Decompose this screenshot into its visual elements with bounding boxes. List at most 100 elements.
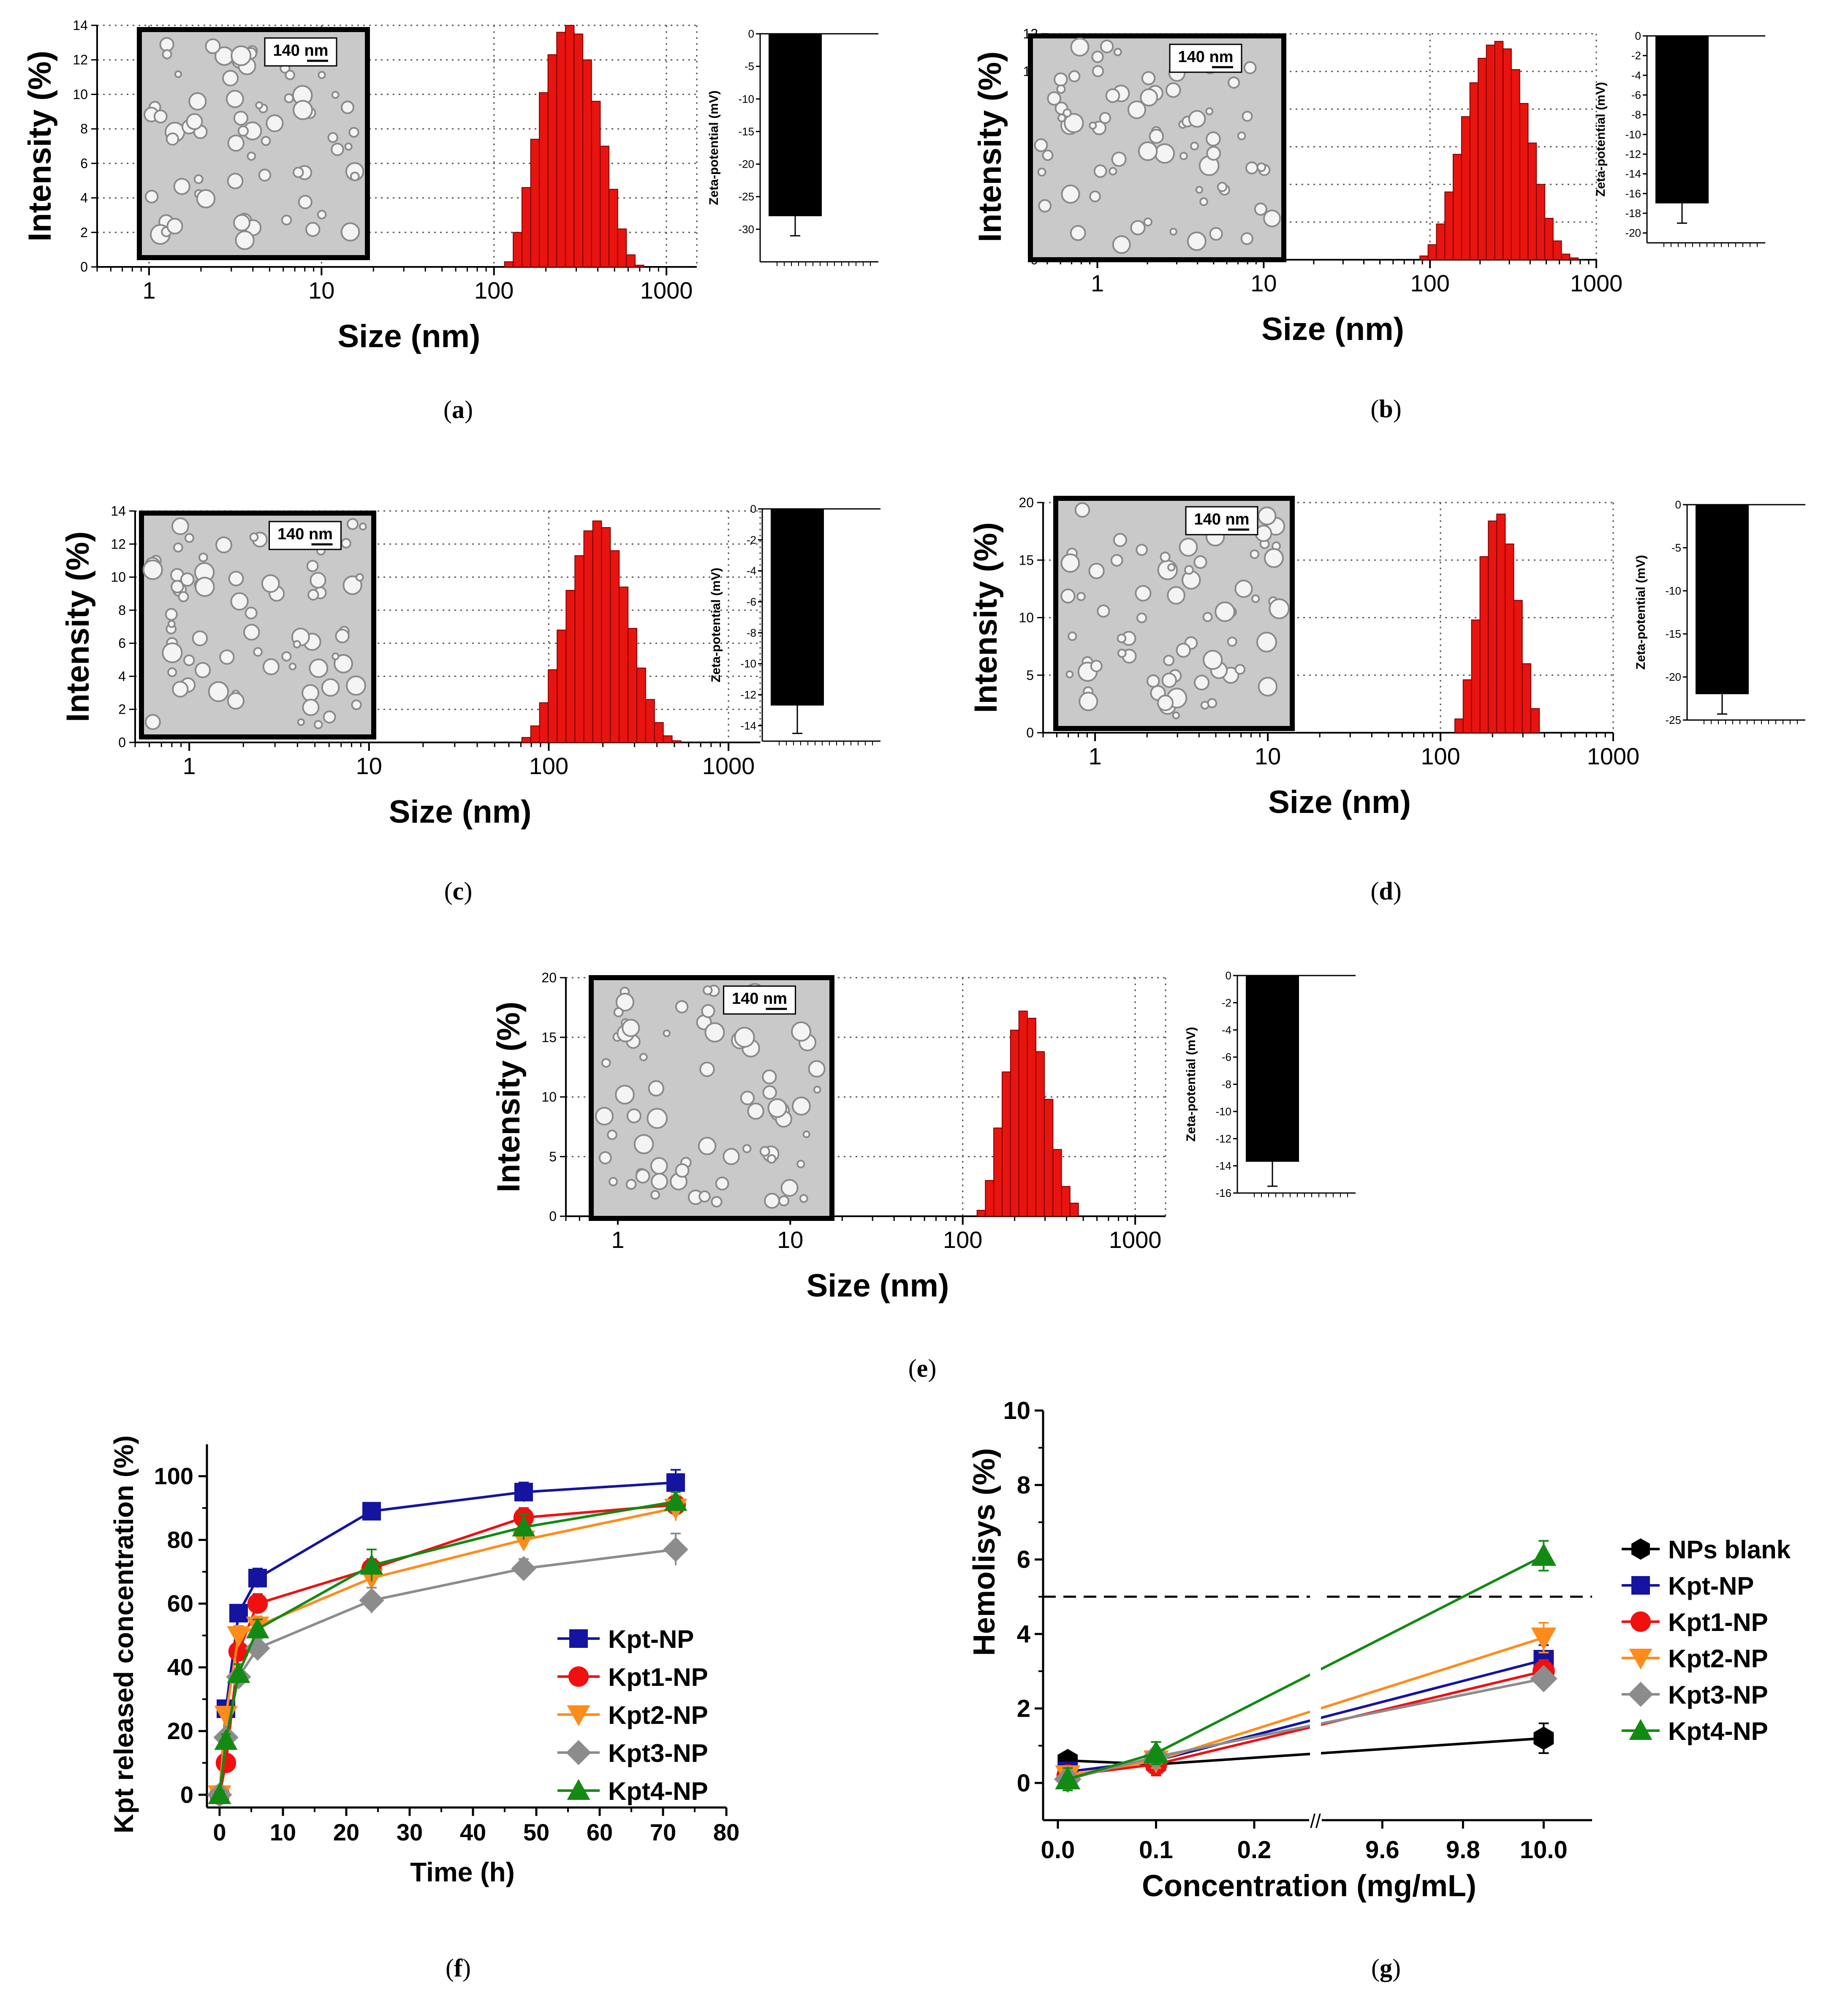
- panel-label-paren: ): [462, 1954, 471, 1982]
- tem-particle: [704, 1022, 725, 1043]
- axis-break-gap: [1310, 1478, 1321, 1803]
- histogram-bar: [530, 725, 540, 743]
- axis-break-mark: //: [1310, 1810, 1321, 1832]
- zeta-bar: [1655, 36, 1709, 204]
- tem-particle: [233, 111, 249, 126]
- grid: [135, 510, 761, 742]
- tem-particle: [1167, 563, 1176, 572]
- tem-particle: [813, 1085, 821, 1094]
- marker-triangle-up: [360, 1554, 383, 1575]
- tem-particle: [1257, 506, 1277, 526]
- marker-hexagon: [1631, 1538, 1650, 1560]
- zeta-potential-inset: 0 -2 -4 -6 -8 -10 -12 -14 -16 -18 -20 Zeta-potentia…: [1594, 30, 1765, 247]
- histogram-bar: [1027, 1018, 1036, 1217]
- tem-particle: [759, 1146, 770, 1157]
- tem-particle: [734, 1027, 755, 1048]
- y-tick-label: 4: [1017, 1620, 1030, 1648]
- marker-circle: [228, 1641, 249, 1662]
- histogram-bar: [1488, 520, 1497, 733]
- series-line: [218, 1500, 676, 1795]
- tem-particle: [740, 1090, 755, 1106]
- marker-triangle-down: [1531, 1627, 1557, 1650]
- tem-particle: [1135, 585, 1152, 602]
- zeta-y-axis-title: Zeta-potential (mV): [1184, 1027, 1198, 1142]
- y-tick-label: 14: [73, 18, 88, 33]
- x-tick-label: 100: [943, 1226, 982, 1253]
- marker-triangle-down: [567, 1705, 590, 1726]
- marker-square: [569, 1629, 588, 1648]
- tem-particle: [249, 532, 259, 542]
- tem-particle: [1199, 197, 1208, 206]
- x-tick-label: 1000: [702, 753, 755, 779]
- scale-bar-label: 140 nm: [732, 990, 787, 1008]
- x-tick-label: 9.6: [1365, 1836, 1400, 1864]
- tem-particle: [1147, 674, 1160, 688]
- x-tick-label: 100: [1421, 743, 1460, 769]
- series-line: [218, 1548, 676, 1795]
- y-tick-label: 10: [541, 1090, 557, 1105]
- x-tick-label: 0.0: [1041, 1836, 1075, 1864]
- tem-particle: [1179, 538, 1198, 557]
- histogram-bar: [1522, 663, 1531, 733]
- x-tick-label: 0.1: [1139, 1836, 1173, 1864]
- legend-label: Kpt2-NP: [608, 1701, 708, 1729]
- x-tick-label: 40: [460, 1819, 486, 1846]
- y-axis-title: Intensity (%): [22, 51, 58, 242]
- tem-particle: [1099, 112, 1111, 124]
- tem-particle: [1163, 655, 1174, 666]
- legend-label: Kpt2-NP: [1668, 1644, 1768, 1673]
- tem-particle: [313, 720, 323, 729]
- histogram-bar: [1010, 1030, 1019, 1217]
- x-tick-label: 1: [183, 753, 196, 779]
- y-tick-label: 10: [1003, 1397, 1030, 1424]
- zeta-y-tick-label: -10: [740, 658, 756, 670]
- tem-particle: [1228, 76, 1240, 89]
- y-tick-label: 15: [541, 1030, 557, 1045]
- scale-bar-label: 140 nm: [273, 42, 329, 60]
- tem-particle: [1237, 131, 1246, 141]
- panel-label: (c): [444, 877, 473, 905]
- tem-particle: [293, 166, 304, 178]
- marker-diamond: [1530, 1665, 1557, 1693]
- tem-image-inset: 140 nm: [137, 27, 370, 260]
- marker-diamond: [1628, 1682, 1653, 1707]
- marker-triangle-up: [512, 1515, 535, 1537]
- x-tick-label: 1: [611, 1226, 624, 1253]
- tem-particle: [172, 681, 189, 698]
- tem-particle: [615, 1084, 635, 1105]
- histogram-bar: [547, 54, 557, 267]
- y-tick-label: 2: [80, 225, 88, 240]
- tem-particle: [1264, 548, 1284, 568]
- zeta-y-tick-label: -10: [1665, 584, 1681, 597]
- tem-particle: [1054, 72, 1068, 87]
- tem-particle: [675, 1000, 689, 1014]
- tem-particle: [247, 151, 256, 161]
- y-tick-label: 12: [73, 52, 88, 68]
- tem-particle: [1100, 39, 1114, 54]
- tem-particle: [1203, 650, 1223, 670]
- tem-particle: [340, 222, 360, 242]
- y-tick-label: 10: [111, 570, 126, 585]
- marker-square: [514, 1483, 533, 1502]
- marker-circle: [215, 1753, 236, 1773]
- zeta-y-tick-label: -4: [1631, 69, 1641, 82]
- panel-label-letter: g: [1380, 1954, 1392, 1982]
- panel-label-paren: ): [928, 1354, 936, 1382]
- y-tick-label: 40: [167, 1654, 193, 1680]
- legend-label: NPs blank: [1668, 1536, 1791, 1564]
- tem-particle: [350, 171, 360, 182]
- tem-particle: [153, 109, 168, 124]
- zeta-y-tick-label: -20: [1625, 227, 1641, 239]
- tem-particle: [651, 1173, 668, 1190]
- panel-label-paren: ): [1393, 877, 1402, 905]
- tem-particle: [297, 718, 305, 726]
- tem-particle: [1136, 544, 1148, 556]
- tem-particle: [281, 651, 292, 662]
- zeta-y-tick-label: -6: [1631, 89, 1641, 101]
- histogram-bar: [600, 146, 609, 267]
- tem-particle: [1070, 37, 1090, 57]
- scale-bar-label: 140 nm: [1194, 511, 1250, 528]
- x-tick-label: 100: [529, 753, 568, 779]
- tem-particle: [1160, 552, 1171, 563]
- x-tick-label: 10: [308, 277, 334, 304]
